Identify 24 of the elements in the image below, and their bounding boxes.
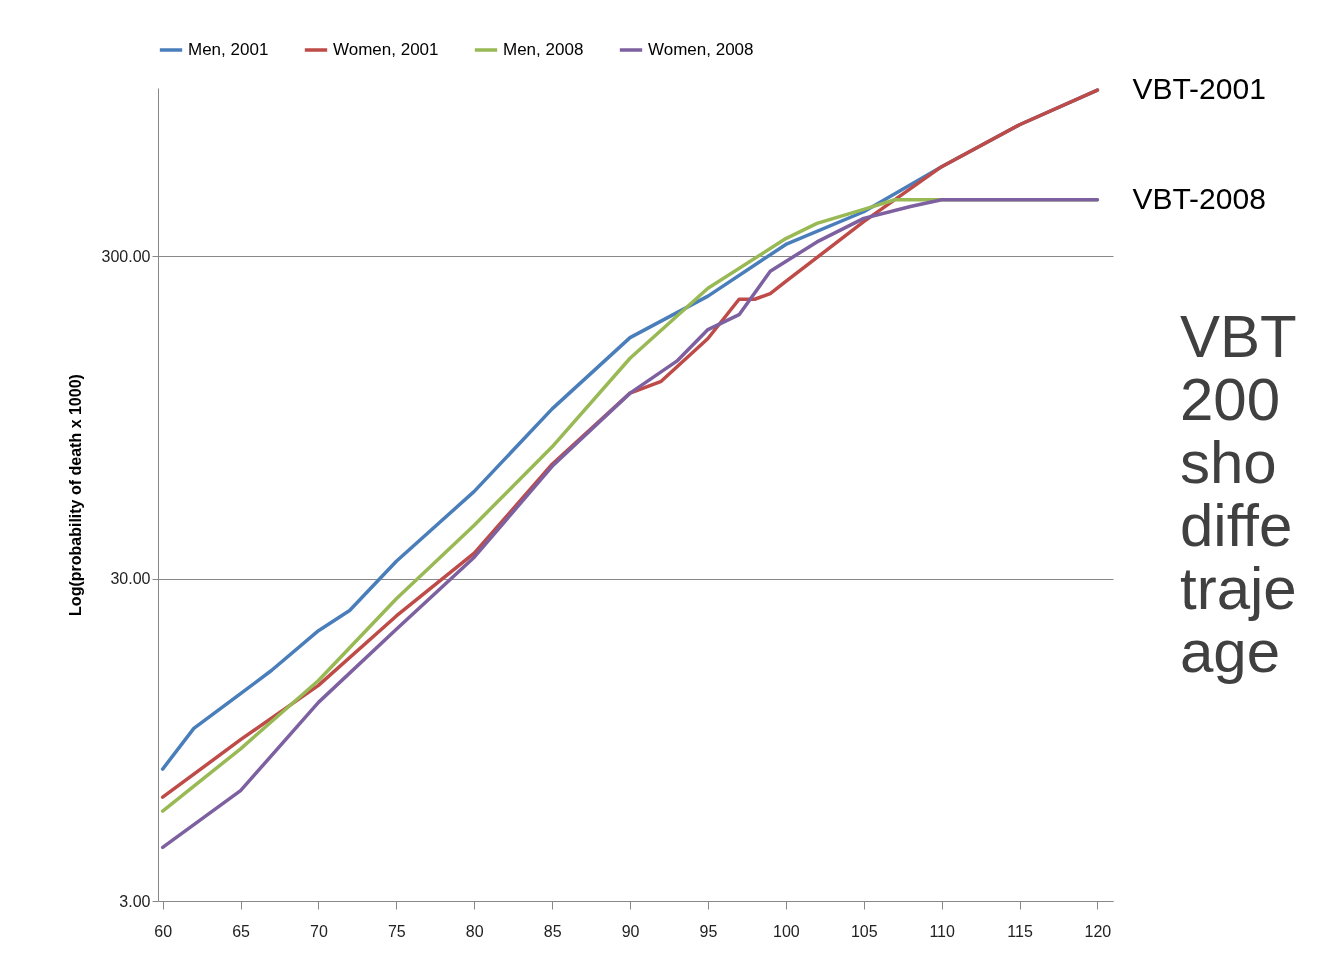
x-tick-label: 65	[232, 922, 251, 940]
legend-label: Men, 2008	[503, 40, 584, 59]
x-tick-label: 70	[310, 922, 328, 940]
y-tick-label: 30.00	[110, 570, 151, 588]
legend-label: Women, 2008	[648, 40, 754, 59]
side-note: VBT 200 sho diffe traje age	[1180, 305, 1297, 683]
legend-label: Women, 2001	[333, 40, 439, 59]
x-tick-label: 60	[154, 922, 173, 940]
x-tick-label: 110	[929, 922, 955, 940]
x-tick-label: 120	[1084, 922, 1112, 940]
x-tick-label: 95	[699, 922, 718, 940]
y-tick-label: 300.00	[101, 248, 151, 265]
x-tick-label: 85	[543, 922, 562, 940]
x-tick-label: 115	[1007, 922, 1033, 940]
y-axis-title: Log(probability of death x 1000)	[66, 374, 84, 616]
annotation: VBT-2008	[1132, 181, 1266, 215]
y-tick-label: 3.00	[119, 892, 151, 910]
annotation: VBT-2001	[1132, 72, 1266, 106]
legend-label: Men, 2001	[188, 40, 269, 59]
x-tick-label: 75	[387, 922, 406, 940]
x-tick-label: 105	[850, 922, 878, 940]
x-tick-label: 100	[772, 922, 800, 940]
x-tick-label: 80	[465, 922, 484, 940]
x-tick-label: 90	[621, 922, 640, 940]
